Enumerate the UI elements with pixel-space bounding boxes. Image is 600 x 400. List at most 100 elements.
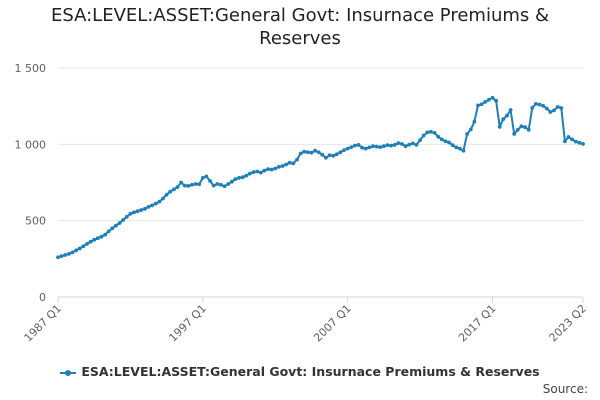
- data-point[interactable]: [255, 169, 259, 174]
- data-point[interactable]: [92, 237, 97, 242]
- data-point[interactable]: [338, 150, 343, 155]
- data-point[interactable]: [273, 166, 278, 171]
- data-point[interactable]: [277, 165, 281, 169]
- data-point[interactable]: [501, 117, 506, 121]
- data-point[interactable]: [74, 248, 78, 253]
- data-point[interactable]: [526, 127, 531, 132]
- data-point[interactable]: [548, 110, 553, 114]
- data-point[interactable]: [559, 106, 564, 110]
- data-point[interactable]: [541, 104, 546, 108]
- data-point[interactable]: [161, 196, 165, 201]
- data-point[interactable]: [534, 102, 538, 106]
- data-point[interactable]: [219, 182, 223, 187]
- data-point[interactable]: [200, 176, 205, 180]
- data-point[interactable]: [443, 139, 448, 144]
- series-line[interactable]: [57, 96, 584, 259]
- data-point[interactable]: [128, 211, 133, 216]
- data-point[interactable]: [581, 142, 585, 146]
- data-point[interactable]: [197, 182, 202, 187]
- data-point[interactable]: [447, 140, 451, 145]
- data-point[interactable]: [132, 210, 136, 215]
- data-point[interactable]: [392, 143, 397, 147]
- data-point[interactable]: [168, 189, 173, 194]
- data-point[interactable]: [396, 141, 401, 146]
- data-point[interactable]: [458, 146, 462, 151]
- data-point[interactable]: [305, 150, 310, 155]
- data-point[interactable]: [374, 144, 379, 149]
- data-point[interactable]: [193, 182, 198, 186]
- data-point[interactable]: [70, 250, 75, 255]
- data-point[interactable]: [331, 153, 336, 158]
- data-point[interactable]: [67, 252, 71, 256]
- data-point[interactable]: [439, 137, 444, 142]
- data-point[interactable]: [262, 168, 267, 173]
- data-point[interactable]: [85, 242, 89, 246]
- data-point[interactable]: [324, 155, 328, 160]
- data-point[interactable]: [363, 146, 368, 151]
- data-point[interactable]: [356, 143, 361, 147]
- data-point[interactable]: [258, 170, 263, 175]
- data-point[interactable]: [266, 167, 270, 172]
- data-point[interactable]: [106, 229, 111, 234]
- data-point[interactable]: [172, 187, 176, 192]
- data-point[interactable]: [143, 206, 147, 211]
- data-point[interactable]: [114, 223, 118, 228]
- data-point[interactable]: [233, 177, 238, 182]
- data-point[interactable]: [110, 226, 115, 231]
- data-point[interactable]: [251, 170, 256, 175]
- data-point[interactable]: [182, 183, 187, 188]
- data-point[interactable]: [461, 148, 466, 153]
- data-point[interactable]: [124, 214, 129, 219]
- data-point[interactable]: [164, 192, 169, 197]
- data-point[interactable]: [570, 137, 574, 142]
- data-point[interactable]: [385, 143, 390, 148]
- data-point[interactable]: [139, 208, 144, 212]
- data-point[interactable]: [88, 239, 93, 244]
- data-point[interactable]: [186, 184, 191, 188]
- data-point[interactable]: [490, 95, 495, 100]
- data-point[interactable]: [468, 127, 473, 132]
- data-point[interactable]: [309, 150, 314, 155]
- data-point[interactable]: [429, 129, 433, 134]
- source-label[interactable]: Source:: [542, 382, 588, 396]
- data-point[interactable]: [414, 143, 419, 147]
- data-point[interactable]: [117, 221, 122, 225]
- data-point[interactable]: [418, 138, 422, 143]
- data-point[interactable]: [287, 160, 292, 165]
- data-point[interactable]: [544, 106, 549, 111]
- data-point[interactable]: [320, 152, 325, 157]
- data-point[interactable]: [432, 131, 437, 135]
- data-point[interactable]: [284, 162, 288, 167]
- data-point[interactable]: [291, 161, 296, 166]
- data-point[interactable]: [99, 234, 104, 239]
- data-point[interactable]: [81, 244, 86, 249]
- data-point[interactable]: [410, 141, 415, 146]
- data-point[interactable]: [150, 203, 155, 208]
- data-point[interactable]: [211, 183, 216, 188]
- data-point[interactable]: [512, 132, 517, 136]
- data-point[interactable]: [59, 254, 64, 258]
- data-point[interactable]: [349, 145, 354, 150]
- data-point[interactable]: [226, 182, 231, 186]
- data-point[interactable]: [472, 119, 477, 124]
- data-point[interactable]: [465, 132, 469, 136]
- data-point[interactable]: [237, 176, 241, 180]
- data-point[interactable]: [121, 218, 126, 222]
- data-point[interactable]: [483, 100, 488, 104]
- data-point[interactable]: [157, 199, 162, 204]
- data-point[interactable]: [508, 108, 513, 112]
- data-point[interactable]: [353, 143, 357, 148]
- data-point[interactable]: [146, 205, 151, 209]
- data-point[interactable]: [505, 113, 509, 118]
- data-point[interactable]: [367, 145, 372, 150]
- data-point[interactable]: [153, 201, 158, 206]
- data-point[interactable]: [519, 124, 524, 129]
- data-point[interactable]: [400, 142, 404, 146]
- data-point[interactable]: [487, 97, 491, 102]
- data-point[interactable]: [454, 145, 459, 150]
- data-point[interactable]: [421, 133, 426, 138]
- data-point[interactable]: [298, 151, 303, 156]
- data-point[interactable]: [515, 127, 520, 132]
- data-point[interactable]: [476, 103, 480, 108]
- data-point[interactable]: [103, 232, 107, 237]
